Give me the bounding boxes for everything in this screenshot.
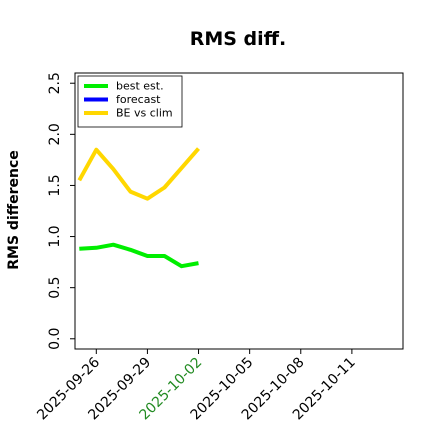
y-tick-label: 2.5 <box>47 72 63 94</box>
legend-label: BE vs clim <box>116 107 173 120</box>
y-tick-label: 2.0 <box>47 123 63 145</box>
series-line-be-vs-clim <box>77 147 201 201</box>
y-tick-label: 1.5 <box>47 174 63 196</box>
legend-label: forecast <box>116 93 161 106</box>
y-tick-label: 1.0 <box>47 225 63 247</box>
y-tick-label: 0.0 <box>47 328 63 350</box>
series-line-best-est- <box>79 242 199 269</box>
chart-title: RMS diff. <box>190 28 287 50</box>
plot-frame <box>74 72 404 350</box>
legend-label: best est. <box>116 80 164 93</box>
y-axis-label: RMS difference <box>6 150 22 270</box>
y-tick-label: 0.5 <box>47 277 63 299</box>
